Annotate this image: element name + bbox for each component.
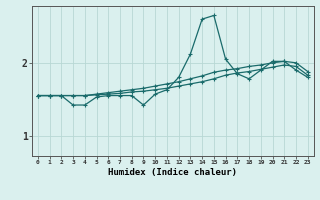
X-axis label: Humidex (Indice chaleur): Humidex (Indice chaleur) [108,168,237,177]
